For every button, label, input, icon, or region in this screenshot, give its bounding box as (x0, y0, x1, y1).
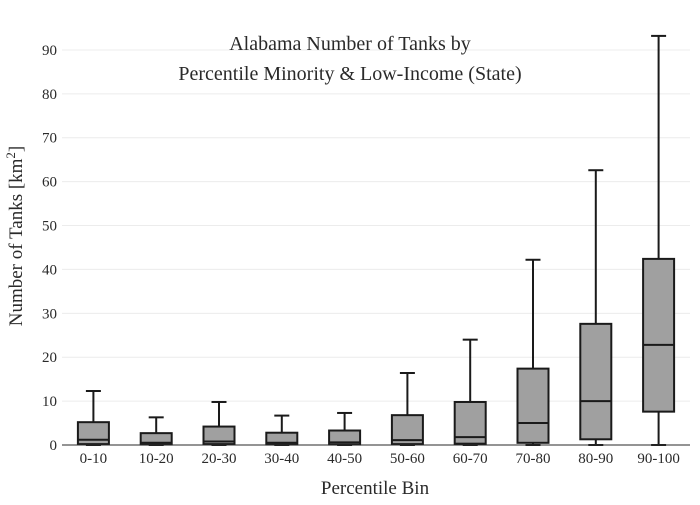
box-90-100 (642, 34, 676, 446)
y-tick-label: 40 (42, 262, 57, 278)
box-iqr (579, 322, 613, 441)
box-30-40 (265, 414, 299, 446)
x-tick-label: 70-80 (516, 451, 551, 467)
y-tick-label: 50 (42, 219, 57, 235)
box-iqr (642, 257, 676, 413)
box-10-20 (139, 416, 173, 446)
x-tick-label: 60-70 (453, 451, 488, 467)
y-tick-label: 30 (42, 306, 57, 322)
y-axis-title-superscript: 2 (3, 152, 18, 159)
x-tick-label: 0-10 (80, 451, 108, 467)
y-tick-labels: 0 10 20 30 40 50 60 70 80 90 (42, 43, 57, 454)
y-tick-label: 80 (42, 87, 57, 103)
box-60-70 (453, 338, 487, 446)
x-tick-label: 40-50 (327, 451, 362, 467)
box-70-80 (516, 258, 550, 446)
y-axis-title-close: ] (6, 146, 27, 152)
x-tick-label: 30-40 (264, 451, 299, 467)
gridlines (62, 49, 690, 402)
box-series (76, 34, 676, 446)
x-tick-label: 50-60 (390, 451, 425, 467)
box-iqr (76, 421, 110, 446)
box-20-30 (202, 400, 236, 446)
box-80-90 (579, 169, 613, 446)
y-tick-label: 10 (42, 394, 57, 410)
box-50-60 (390, 372, 424, 446)
box-0-10 (76, 390, 110, 446)
chart-title: Alabama Number of Tanks by (229, 33, 471, 55)
y-tick-label: 90 (42, 43, 57, 59)
y-tick-label: 20 (42, 350, 57, 366)
y-axis-title: Number of Tanks [km2] (3, 146, 27, 327)
box-40-50 (328, 411, 362, 446)
y-tick-label: 60 (42, 175, 57, 191)
chart-subtitle: Percentile Minority & Low-Income (State) (178, 63, 521, 85)
box-iqr (516, 367, 550, 444)
y-tick-label: 0 (50, 438, 58, 454)
x-tick-label: 10-20 (139, 451, 174, 467)
x-axis-title: Percentile Bin (321, 478, 430, 499)
x-tick-label: 90-100 (637, 451, 680, 467)
x-tick-labels: 0-10 10-20 20-30 30-40 40-50 50-60 60-70 70-80 8… (80, 451, 680, 467)
x-tick-label: 20-30 (202, 451, 237, 467)
box-iqr (202, 425, 236, 446)
x-tick-label: 80-90 (578, 451, 613, 467)
y-tick-label: 70 (42, 131, 57, 147)
y-axis-title-main: Number of Tanks [km (6, 158, 27, 326)
